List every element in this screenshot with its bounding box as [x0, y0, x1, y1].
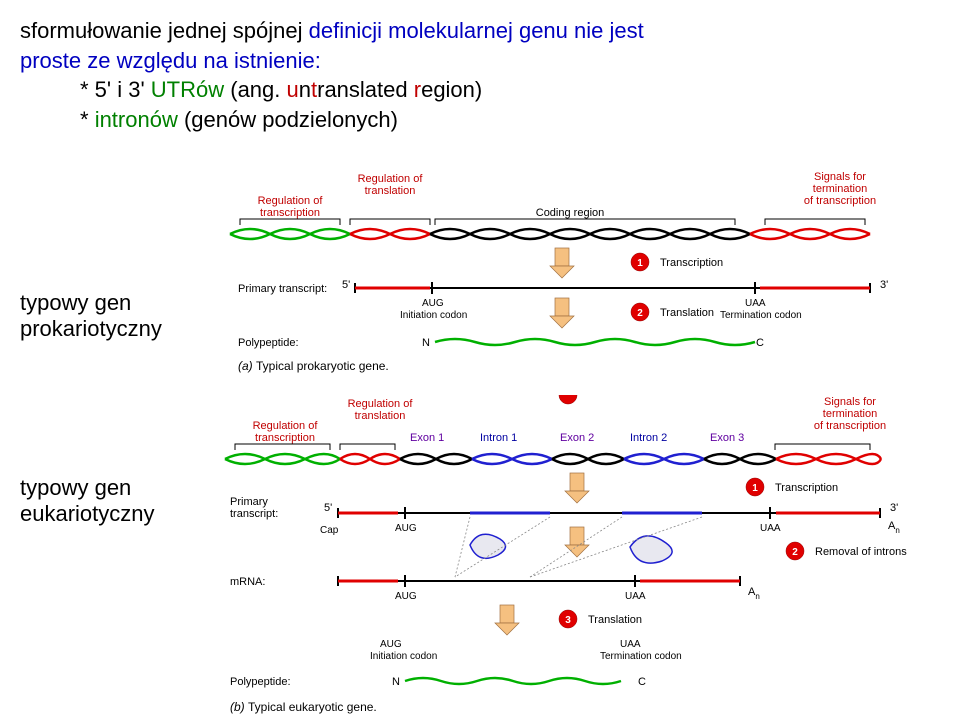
label-termination-signal: Signals forterminationof transcription	[804, 171, 876, 207]
t: genu nie jest	[513, 18, 644, 43]
label-aug-b1: AUG	[395, 523, 417, 534]
t: (ang.	[224, 77, 286, 102]
svg-text:2: 2	[792, 547, 798, 558]
label-c-term-b: C	[638, 676, 646, 688]
panel-eukaryotic: Regulation oftranslation Regulation oftr…	[200, 395, 940, 725]
label-polypeptide-b: Polypeptide:	[230, 676, 291, 688]
caption-panel-b: (b) Typical eukaryotic gene.	[230, 700, 377, 714]
t: typowy gen	[20, 290, 131, 315]
side-label-eukaryotic: typowy gen eukariotyczny	[20, 475, 180, 527]
label-3prime: 3'	[880, 279, 888, 291]
label-term-codon-a: Termination codon	[720, 310, 802, 321]
label-intron1: Intron 1	[480, 432, 517, 444]
intro-bullet-2: * intronów (genów podzielonych)	[80, 105, 940, 135]
label-5prime-b: 5'	[324, 502, 332, 514]
intro-bullet-1: * 5' i 3' UTRów (ang. untranslated regio…	[80, 75, 940, 105]
t: sformułowanie jednej spójnej	[20, 18, 309, 43]
label-n-term-b: N	[392, 676, 400, 688]
label-primary-transcript: Primary transcript:	[238, 283, 327, 295]
label-init-codon-a: Initiation codon	[400, 310, 467, 321]
label-regulation-translation: Regulation oftranslation	[358, 173, 424, 197]
diagram-eukaryotic: Regulation oftranslation Regulation oftr…	[200, 395, 940, 725]
label-uaa-b3: UAA	[620, 639, 641, 650]
step-num-1: 1	[637, 258, 643, 269]
label-translation-a: Translation	[660, 307, 714, 319]
svg-text:1: 1	[752, 483, 758, 494]
svg-text:3: 3	[565, 615, 571, 626]
t: eukariotyczny	[20, 501, 155, 526]
arrow-step-1	[550, 248, 574, 278]
intro-line-1: sformułowanie jednej spójnej definicji m…	[20, 16, 940, 46]
label-transcription-1: Transcription	[660, 257, 723, 269]
t: * 5' i 3'	[80, 77, 151, 102]
polypeptide-line-b	[405, 678, 621, 684]
t: egion)	[421, 77, 482, 102]
label-regulation-transcription: Regulation oftranscription	[258, 195, 324, 219]
arrow-step-1b	[565, 473, 589, 503]
t: UTRów	[151, 77, 224, 102]
label-aug-b3: AUG	[380, 639, 402, 650]
label-removal-introns: Removal of introns	[815, 546, 907, 558]
label-an-1: An	[888, 520, 900, 535]
label-uaa-a: UAA	[745, 298, 766, 309]
label-cap: Cap	[320, 525, 339, 536]
t: (genów podzielonych)	[178, 107, 398, 132]
label-exon3: Exon 3	[710, 432, 744, 444]
label-n-term-a: N	[422, 337, 430, 349]
label-exon1: Exon 1	[410, 432, 444, 444]
t: u	[287, 77, 299, 102]
label-term-codon-b: Termination codon	[600, 651, 682, 662]
dna-helix-b	[225, 454, 881, 464]
label-transcription-b: Transcription	[775, 482, 838, 494]
arrow-step-3b	[495, 605, 519, 635]
label-polypeptide-a: Polypeptide:	[238, 337, 299, 349]
intro-text: sformułowanie jednej spójnej definicji m…	[20, 16, 940, 135]
t: typowy gen	[20, 475, 131, 500]
label-c-term-a: C	[756, 337, 764, 349]
label-aug-b2: AUG	[395, 591, 417, 602]
label-3prime-b: 3'	[890, 502, 898, 514]
label-an-2: An	[748, 586, 760, 601]
label-coding-region: Coding region	[536, 207, 605, 219]
step-circle-3b	[559, 395, 577, 404]
t: prokariotyczny	[20, 316, 162, 341]
bracket-term	[765, 219, 865, 225]
label-exon2: Exon 2	[560, 432, 594, 444]
label-uaa-b2: UAA	[625, 591, 646, 602]
t: definicji	[309, 18, 382, 43]
step-num-2: 2	[637, 308, 643, 319]
bracket-transl	[350, 219, 430, 225]
t: molekularnej	[382, 18, 513, 43]
intro-line-2: proste ze względu na istnienie:	[20, 46, 940, 76]
t: *	[80, 107, 95, 132]
diagram-prokaryotic: Regulation oftranslation Regulation oftr…	[200, 170, 940, 380]
intron-loop-1	[470, 534, 506, 558]
t: intronów	[95, 107, 178, 132]
caption-panel-a: (a) Typical prokaryotic gene.	[238, 359, 389, 373]
label-aug-a: AUG	[422, 298, 444, 309]
arrow-step-2	[550, 298, 574, 328]
dna-helix	[230, 229, 870, 239]
panel-prokaryotic: Regulation oftranslation Regulation oftr…	[200, 170, 940, 380]
label-translation-b: Translation	[588, 614, 642, 626]
label-regulation-translation-b: Regulation oftranslation	[348, 398, 414, 422]
t: ranslated	[317, 77, 414, 102]
t: r	[414, 77, 421, 102]
label-termination-signal-b: Signals forterminationof transcription	[814, 396, 886, 432]
arrow-step-2b	[565, 527, 589, 557]
bracket-transc	[240, 219, 340, 225]
bracket-coding	[435, 219, 735, 225]
label-regulation-transcription-b: Regulation oftranscription	[253, 420, 319, 444]
t: n	[299, 77, 311, 102]
side-label-prokaryotic: typowy gen prokariotyczny	[20, 290, 180, 342]
label-init-codon-b: Initiation codon	[370, 651, 437, 662]
label-primary-transcript-b: Primarytranscript:	[230, 496, 278, 520]
label-uaa-b1: UAA	[760, 523, 781, 534]
polypeptide-line-a	[435, 339, 755, 345]
label-intron2: Intron 2	[630, 432, 667, 444]
label-mrna: mRNA:	[230, 576, 265, 588]
label-5prime: 5'	[342, 279, 350, 291]
